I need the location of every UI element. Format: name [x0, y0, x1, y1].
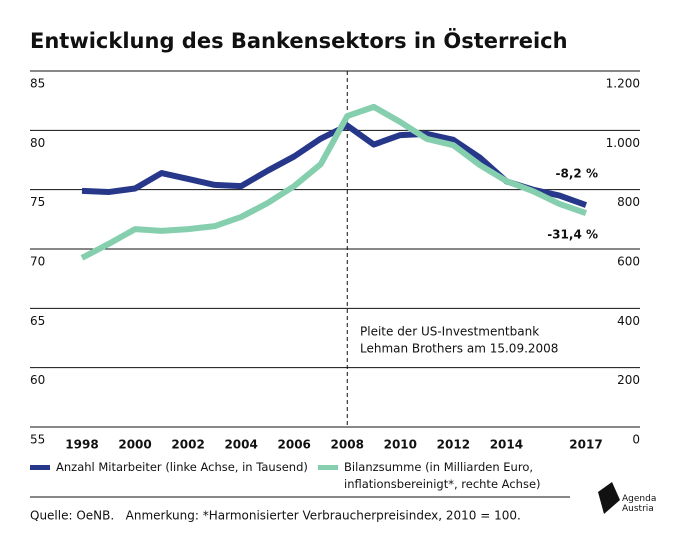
x-tick-label: 2004 [224, 438, 257, 452]
y-tick-label: 85 [30, 77, 45, 91]
legend-entry: Anzahl Mitarbeiter (linke Achse, in Taus… [30, 459, 310, 476]
legend-swatch [30, 465, 50, 470]
x-tick-label: 2002 [171, 438, 204, 452]
y-tick-label: 55 [30, 433, 45, 447]
legend-swatch [318, 465, 338, 470]
y2-tick-label: 1.200 [606, 77, 640, 91]
legend-entry: Bilanzsumme (in Milliarden Euro, inflati… [318, 459, 548, 493]
x-tick-label: 2008 [331, 438, 364, 452]
x-tick-label: 2000 [118, 438, 151, 452]
y2-tick-label: 200 [617, 373, 640, 387]
end-label: -8,2 % [556, 167, 598, 181]
y2-tick-label: 1.000 [606, 136, 640, 150]
y2-tick-label: 400 [617, 314, 640, 328]
end-label: -31,4 % [547, 228, 598, 242]
x-tick-label: 2017 [569, 438, 602, 452]
annotation: Lehman Brothers am 15.09.2008 [360, 342, 558, 356]
legend-label: Anzahl Mitarbeiter (linke Achse, in Taus… [56, 460, 308, 474]
legend-label: Bilanzsumme (in Milliarden Euro, inflati… [344, 460, 541, 491]
series-line [80, 103, 587, 261]
x-tick-label: 2010 [384, 438, 417, 452]
logo-mark [598, 482, 620, 514]
y2-tick-label: 600 [617, 255, 640, 269]
y2-tick-label: 800 [617, 195, 640, 209]
y-tick-label: 60 [30, 373, 45, 387]
y-tick-label: 65 [30, 314, 45, 328]
y2-tick-label: 0 [632, 433, 640, 447]
annotation: Pleite der US-Investmentbank [360, 325, 539, 339]
x-tick-label: 1998 [65, 438, 98, 452]
y-tick-label: 75 [30, 195, 45, 209]
x-tick-label: 2014 [490, 438, 523, 452]
source: Quelle: OeNB. Anmerkung: *Harmonisierter… [30, 509, 521, 523]
chart-title: Entwicklung des Bankensektors in Österre… [30, 28, 568, 53]
x-tick-label: 2012 [437, 438, 470, 452]
y-tick-label: 70 [30, 255, 45, 269]
x-tick-label: 2006 [278, 438, 311, 452]
y-tick-label: 80 [30, 136, 45, 150]
logo: Agenda Austria [622, 494, 657, 514]
